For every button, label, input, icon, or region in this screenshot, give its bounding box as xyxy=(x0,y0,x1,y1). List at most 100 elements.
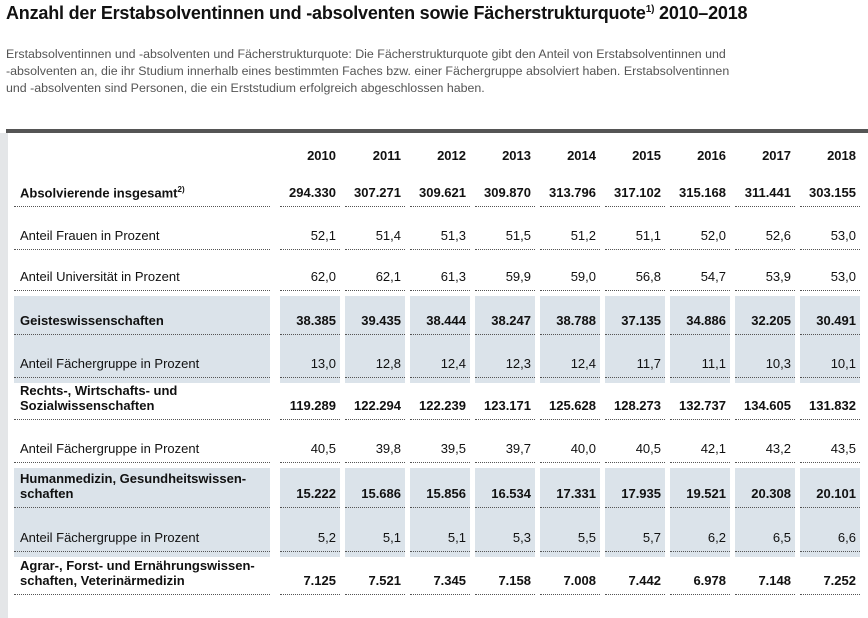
cell: 11,7 xyxy=(605,340,665,383)
dotted-rule xyxy=(345,507,405,508)
cell: 122.294 xyxy=(345,383,405,425)
cell-text: 309.621 xyxy=(419,185,466,200)
cell-text: 313.796 xyxy=(549,185,596,200)
dotted-rule xyxy=(280,206,340,207)
cell-text: Anteil Fächergruppe in Prozent xyxy=(20,441,199,456)
value: 51,2 xyxy=(570,228,596,243)
cell-text: 2012 xyxy=(437,148,466,163)
title-footnote: 1) xyxy=(645,4,655,15)
value: 6.978 xyxy=(693,573,726,588)
dotted-rule xyxy=(605,377,665,378)
cell-text: 2015 xyxy=(632,148,661,163)
cell: 59,9 xyxy=(475,255,535,296)
cell-text: 7.158 xyxy=(498,573,531,588)
cell-text: 294.330 xyxy=(289,185,336,200)
dotted-rule xyxy=(14,377,270,378)
cell-text: 131.832 xyxy=(809,398,856,413)
value: 40,0 xyxy=(570,441,596,456)
dotted-rule xyxy=(670,507,730,508)
cell: Anteil Fächergruppe in Prozent xyxy=(14,340,270,383)
cell-text: Rechts-, Wirtschafts- und Sozialwissensch… xyxy=(20,383,177,413)
cell-text: 15.222 xyxy=(296,486,336,501)
value: 62,1 xyxy=(375,269,401,284)
cell-text: 51,5 xyxy=(506,228,531,243)
cell: 5,1 xyxy=(410,513,470,557)
cell-text: 5,5 xyxy=(578,530,596,545)
value: 7.521 xyxy=(368,573,401,588)
value: 309.870 xyxy=(484,185,531,200)
dotted-rule xyxy=(670,462,730,463)
dotted-rule xyxy=(605,462,665,463)
cell-text: Anteil Frauen in Prozent xyxy=(20,228,159,243)
cell: 62,1 xyxy=(345,255,405,296)
cell: 53,0 xyxy=(800,255,860,296)
value: 19.521 xyxy=(686,486,726,501)
dotted-rule xyxy=(735,249,795,250)
cell: 7.442 xyxy=(605,557,665,600)
cell: 51,2 xyxy=(540,212,600,255)
dotted-rule xyxy=(800,462,860,463)
value: 40,5 xyxy=(635,441,661,456)
value: 43,5 xyxy=(830,441,856,456)
dotted-rule xyxy=(800,290,860,291)
cell-text: 5,1 xyxy=(448,530,466,545)
value: 61,3 xyxy=(440,269,466,284)
cell-text: 5,2 xyxy=(318,530,336,545)
dotted-rule xyxy=(800,419,860,420)
cell: Anteil Fächergruppe in Prozent xyxy=(14,513,270,557)
value: 294.330 xyxy=(289,185,336,200)
dotted-rule xyxy=(345,206,405,207)
cell-text: 303.155 xyxy=(809,185,856,200)
cell-text: 311.441 xyxy=(745,185,791,200)
value: 53,0 xyxy=(830,228,856,243)
row-label: Anteil Frauen in Prozent xyxy=(20,228,160,243)
row-label: Anteil Universität in Prozent xyxy=(20,269,180,284)
cell: 12,4 xyxy=(410,340,470,383)
cell-text: 10,3 xyxy=(766,356,791,371)
dotted-rule xyxy=(670,249,730,250)
cell: 15.686 xyxy=(345,468,405,513)
cell-text: 51,4 xyxy=(376,228,401,243)
cell: 43,5 xyxy=(800,425,860,468)
value: 17.935 xyxy=(621,486,661,501)
value: 7.345 xyxy=(433,573,466,588)
cell: 5,2 xyxy=(280,513,340,557)
value: 6,6 xyxy=(837,530,856,545)
dotted-rule xyxy=(670,551,730,552)
cell: 2013 xyxy=(475,133,535,175)
cell-text: 122.294 xyxy=(354,398,401,413)
cell: 309.870 xyxy=(475,175,535,212)
cell xyxy=(14,133,270,175)
dotted-rule xyxy=(800,249,860,250)
column-header: 2010 xyxy=(307,148,336,163)
value: 38.385 xyxy=(296,313,336,328)
description-line: Erstabsolventinnen und -absolventen und … xyxy=(6,47,726,61)
dotted-rule xyxy=(605,290,665,291)
cell-text: 12,4 xyxy=(441,356,466,371)
cell-text: 6,2 xyxy=(708,530,726,545)
value: 32.205 xyxy=(751,313,791,328)
value: 56,8 xyxy=(635,269,661,284)
cell: 2012 xyxy=(410,133,470,175)
cell-text: 38.385 xyxy=(296,313,336,328)
dotted-rule xyxy=(410,551,470,552)
cell: 20.101 xyxy=(800,468,860,513)
value: 7.252 xyxy=(823,573,856,588)
dotted-rule xyxy=(345,551,405,552)
title-text: Anzahl der Erstabsolventinnen und -absol… xyxy=(6,3,646,23)
cell: 13,0 xyxy=(280,340,340,383)
dotted-rule xyxy=(605,507,665,508)
cell-text: 40,5 xyxy=(636,441,661,456)
cell: 34.886 xyxy=(670,296,730,340)
value: 54,7 xyxy=(700,269,726,284)
cell: 61,3 xyxy=(410,255,470,296)
cell-text: 5,1 xyxy=(383,530,401,545)
dotted-rule xyxy=(475,462,535,463)
cell: 52,1 xyxy=(280,212,340,255)
cell: 132.737 xyxy=(670,383,730,425)
cell-text: 7.442 xyxy=(628,573,661,588)
value: 12,4 xyxy=(440,356,466,371)
cell-text: 17.331 xyxy=(556,486,596,501)
cell: 7.148 xyxy=(735,557,795,600)
